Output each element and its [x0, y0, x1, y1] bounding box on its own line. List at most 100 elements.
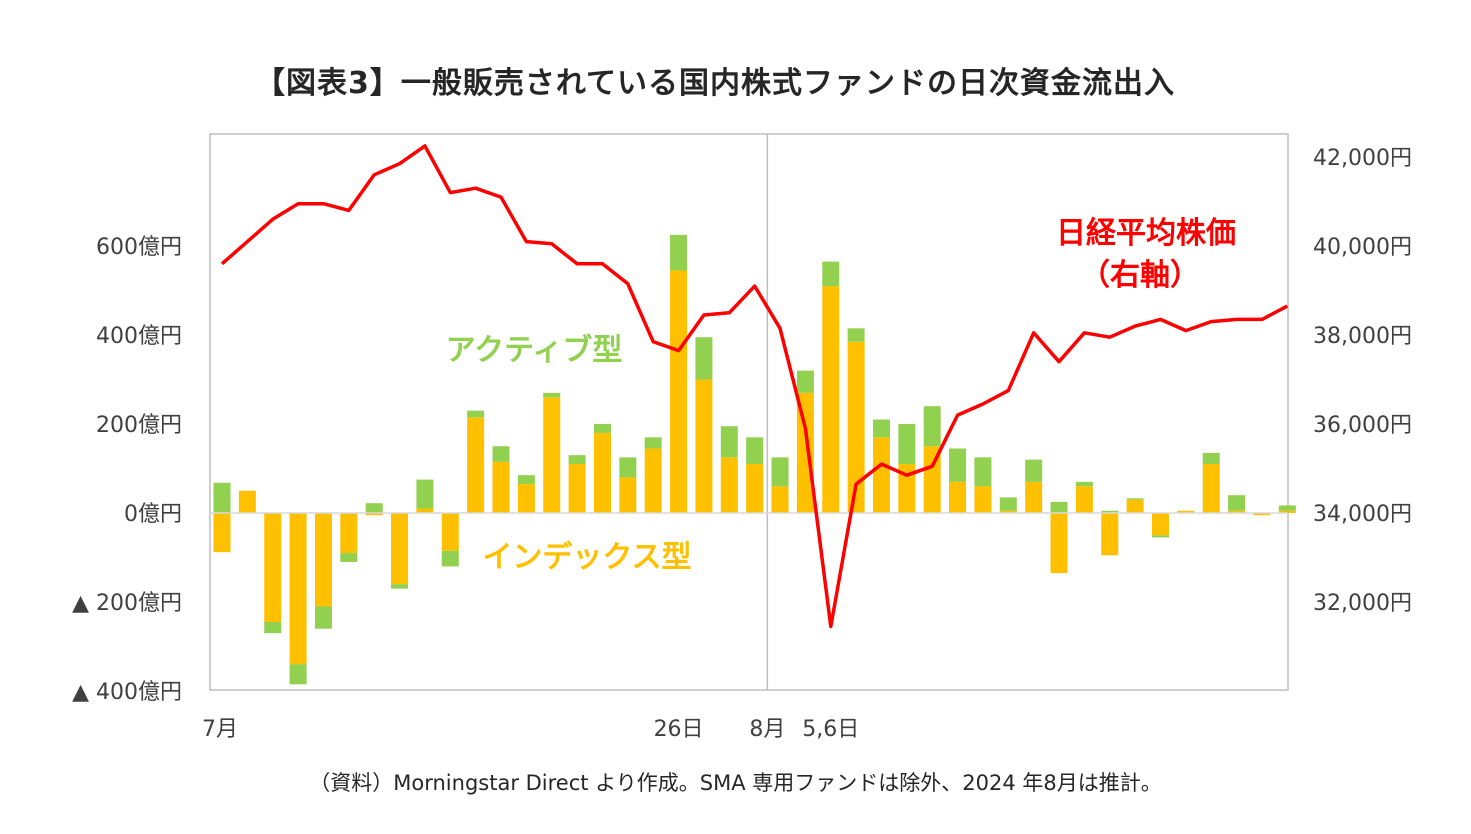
bar-active-23 — [796, 370, 814, 393]
bar-active-32 — [1025, 459, 1043, 482]
bar-index-7 — [391, 513, 409, 585]
bar-index-23 — [796, 392, 814, 513]
bar-index-36 — [1126, 499, 1144, 513]
bar-active-4 — [314, 606, 332, 629]
bar-active-16 — [619, 457, 637, 478]
bar-active-14 — [568, 455, 586, 465]
bar-active-9 — [441, 550, 459, 567]
bar-index-20 — [720, 457, 738, 513]
bar-index-39 — [1202, 464, 1220, 513]
bar-index-37 — [1151, 513, 1169, 536]
bar-active-15 — [593, 424, 611, 433]
bar-active-34 — [1075, 481, 1093, 487]
bar-active-3 — [289, 664, 307, 685]
bar-active-11 — [492, 446, 510, 462]
bar-active-36 — [1126, 498, 1144, 500]
bar-active-42 — [1278, 505, 1296, 511]
right-axis-tick-label: 38,000円 — [1313, 324, 1412, 349]
bar-active-0 — [213, 482, 231, 513]
bar-active-25 — [847, 328, 865, 342]
bar-active-13 — [543, 392, 561, 398]
bar-index-41 — [1253, 513, 1271, 516]
bar-active-35 — [1101, 510, 1119, 513]
bar-index-12 — [517, 484, 535, 513]
bar-index-6 — [365, 513, 383, 516]
left-axis-tick-label: ▲ 200億円 — [72, 591, 182, 616]
series-label-index: インデックス型 — [482, 540, 691, 575]
bar-active-7 — [391, 584, 409, 589]
bar-active-10 — [467, 410, 485, 418]
bar-active-26 — [872, 419, 890, 438]
bar-index-15 — [593, 432, 611, 513]
bar-index-18 — [670, 270, 688, 513]
bar-active-28 — [923, 406, 941, 447]
bar-index-29 — [949, 481, 967, 513]
bar-index-34 — [1075, 486, 1093, 513]
bar-active-22 — [771, 457, 789, 487]
bar-active-20 — [720, 426, 738, 458]
right-axis-tick-label: 34,000円 — [1313, 502, 1412, 527]
bar-active-29 — [949, 448, 967, 482]
bar-active-5 — [340, 553, 358, 562]
left-axis-tick-label: 400億円 — [96, 324, 182, 349]
bar-active-6 — [365, 503, 383, 513]
bar-active-37 — [1151, 535, 1169, 538]
bar-index-22 — [771, 486, 789, 513]
bar-index-19 — [695, 379, 713, 513]
x-axis-label: 8月 — [749, 717, 785, 742]
right-axis-tick-label: 40,000円 — [1313, 235, 1412, 260]
bar-index-13 — [543, 397, 561, 513]
x-axis-label: 5,6日 — [802, 717, 859, 742]
chart-title: 【図表3】一般販売されている国内株式ファンドの日次資金流出入 — [255, 66, 1175, 101]
bar-index-33 — [1050, 513, 1068, 574]
bar-index-17 — [644, 448, 662, 513]
bar-active-19 — [695, 337, 713, 380]
bar-index-1 — [238, 490, 256, 513]
bar-active-31 — [999, 497, 1017, 511]
x-axis-label: 7月 — [202, 717, 238, 742]
bar-index-9 — [441, 513, 459, 551]
bar-active-12 — [517, 475, 535, 485]
bar-active-18 — [670, 234, 688, 271]
bar-index-26 — [872, 437, 890, 513]
left-axis-tick-label: 200億円 — [96, 413, 182, 438]
bar-index-2 — [264, 513, 282, 623]
bar-index-14 — [568, 464, 586, 513]
bar-index-3 — [289, 513, 307, 665]
bar-index-0 — [213, 513, 231, 553]
bar-index-30 — [974, 486, 992, 513]
bar-active-24 — [822, 261, 840, 287]
series-label-active: アクティブ型 — [446, 333, 623, 368]
bar-index-24 — [822, 286, 840, 513]
bar-index-27 — [898, 464, 916, 513]
bar-active-30 — [974, 457, 992, 487]
bar-index-38 — [1177, 510, 1195, 513]
bar-index-35 — [1101, 513, 1119, 556]
series-label-nikkei: 日経平均株価 — [1056, 216, 1236, 251]
bar-index-25 — [847, 341, 865, 513]
right-axis-tick-label: 42,000円 — [1313, 146, 1412, 171]
bar-index-8 — [416, 508, 434, 513]
bar-index-21 — [746, 464, 764, 513]
bar-active-27 — [898, 424, 916, 465]
bar-index-4 — [314, 513, 332, 607]
bar-index-16 — [619, 477, 637, 513]
source-note: （資料）Morningstar Direct より作成。SMA 専用ファンドは除… — [309, 771, 1162, 795]
bar-index-28 — [923, 446, 941, 513]
nikkei-line — [220, 144, 1289, 629]
x-axis-label: 26日 — [654, 717, 704, 742]
bar-active-21 — [746, 437, 764, 465]
bar-index-10 — [467, 417, 485, 513]
bar-index-11 — [492, 461, 510, 513]
bar-index-5 — [340, 513, 358, 554]
bar-active-33 — [1050, 501, 1068, 513]
left-axis-tick-label: 0億円 — [124, 502, 182, 527]
bar-index-42 — [1278, 510, 1296, 513]
bar-active-8 — [416, 479, 434, 509]
bar-active-39 — [1202, 452, 1220, 465]
right-axis-tick-label: 36,000円 — [1313, 413, 1412, 438]
left-axis-tick-label: ▲ 400億円 — [72, 680, 182, 705]
bar-active-2 — [264, 622, 282, 634]
right-axis-tick-label: 32,000円 — [1313, 591, 1412, 616]
